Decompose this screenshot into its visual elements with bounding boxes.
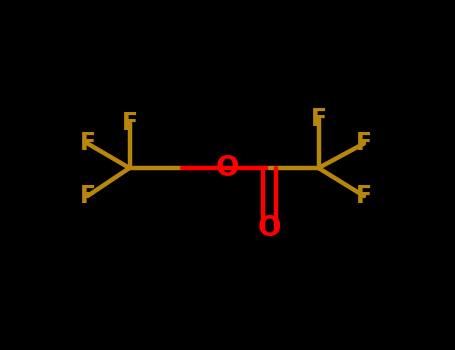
Text: O: O [216, 154, 239, 182]
Text: F: F [356, 184, 372, 208]
Text: O: O [258, 214, 281, 242]
Text: F: F [121, 111, 137, 134]
Text: F: F [310, 107, 327, 131]
Text: F: F [80, 132, 96, 155]
Text: F: F [80, 184, 96, 208]
Text: F: F [356, 132, 372, 155]
